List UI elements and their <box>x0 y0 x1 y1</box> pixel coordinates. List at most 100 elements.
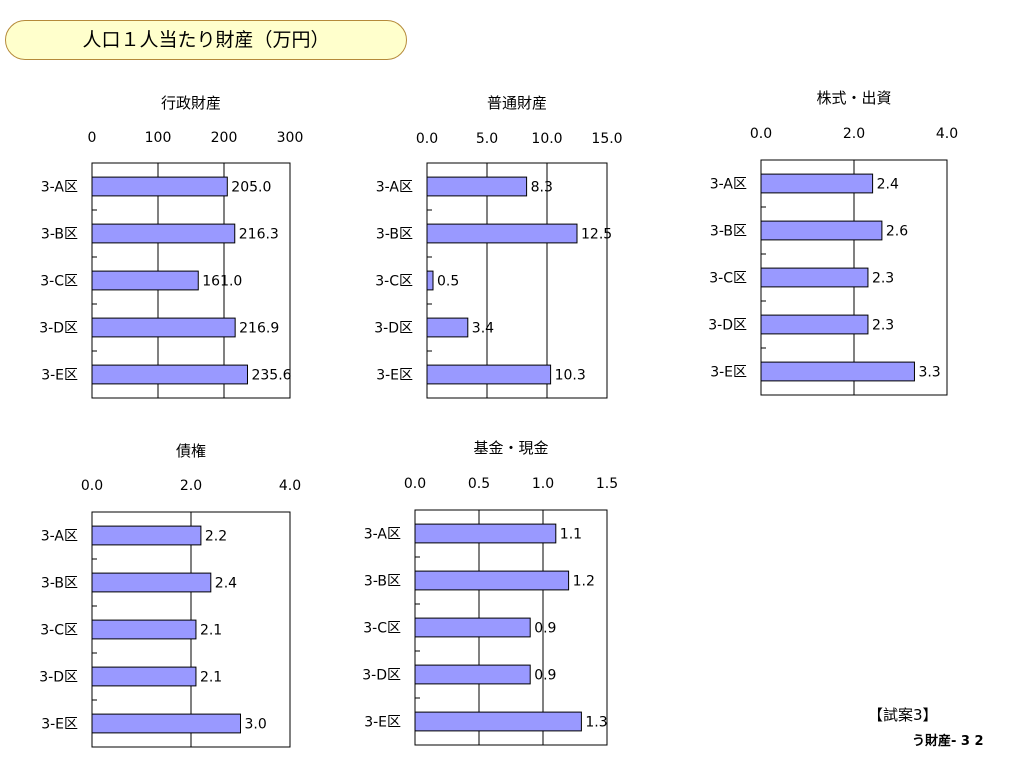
category-label: 3-E区 <box>364 715 401 731</box>
data-label: 2.1 <box>200 670 222 686</box>
data-label: 205.0 <box>231 180 271 196</box>
chart-title: 債権 <box>176 442 206 460</box>
data-label: 2.6 <box>886 224 908 240</box>
bar <box>760 361 915 382</box>
tick-label: 300 <box>277 130 304 146</box>
tick-label: 4.0 <box>936 126 958 142</box>
data-label: 2.1 <box>200 623 222 639</box>
data-label: 216.3 <box>239 227 279 243</box>
category-label: 3-B区 <box>41 576 78 592</box>
tick-label: 10.0 <box>531 131 562 147</box>
category-label: 3-B区 <box>41 227 78 243</box>
bar <box>414 711 582 732</box>
page-title: 人口１人当たり財産（万円） <box>5 20 407 60</box>
bar <box>91 572 212 593</box>
bar <box>760 173 874 194</box>
chart-2: 普通財産 0.0 5.0 10.0 15.0 3-A区 8.3 3-B区 12.5 3-C区 0.5… <box>374 94 623 399</box>
data-label: 2.4 <box>877 177 899 193</box>
chart-3: 株式・出資 0.0 2.0 4.0 3-A区 2.4 3-B区 2.6 3-C区 2.3 3-D区 2… <box>708 89 958 396</box>
category-label: 3-A区 <box>710 177 747 193</box>
category-label: 3-A区 <box>376 180 413 196</box>
bar <box>91 525 202 546</box>
data-label: 10.3 <box>555 368 586 384</box>
tick-label: 2.0 <box>843 126 865 142</box>
data-label: 0.5 <box>437 274 459 290</box>
data-label: 2.3 <box>872 318 894 334</box>
data-label: 3.3 <box>918 365 940 381</box>
bar <box>760 220 883 241</box>
category-label: 3-D区 <box>39 670 78 686</box>
category-label: 3-A区 <box>41 529 78 545</box>
bar <box>414 570 570 591</box>
bar <box>426 317 469 338</box>
category-label: 3-A区 <box>41 180 78 196</box>
category-label: 3-C区 <box>40 274 78 290</box>
category-label: 3-E区 <box>41 368 78 384</box>
data-label: 1.3 <box>585 715 607 731</box>
data-label: 3.4 <box>472 321 494 337</box>
bar <box>414 664 531 685</box>
category-label: 3-C区 <box>375 274 413 290</box>
bar <box>91 713 241 734</box>
category-label: 3-B区 <box>376 227 413 243</box>
category-label: 3-D区 <box>374 321 413 337</box>
data-label: 2.4 <box>215 576 237 592</box>
bar <box>91 364 248 385</box>
bar <box>414 617 531 638</box>
bar <box>414 523 557 544</box>
data-label: 2.3 <box>872 271 894 287</box>
bar <box>426 364 552 385</box>
data-label: 0.9 <box>534 621 556 637</box>
bar <box>91 317 236 338</box>
category-label: 3-B区 <box>364 574 401 590</box>
bar <box>426 223 578 244</box>
data-label: 0.9 <box>534 668 556 684</box>
category-label: 3-C区 <box>40 623 78 639</box>
tick-label: 2.0 <box>180 478 202 494</box>
bar <box>91 223 236 244</box>
category-label: 3-C区 <box>363 621 401 637</box>
category-label: 3-D区 <box>708 318 747 334</box>
bar <box>91 270 199 291</box>
bar <box>91 619 197 640</box>
chart-title: 株式・出資 <box>816 89 891 107</box>
category-label: 3-E区 <box>376 368 413 384</box>
data-label: 216.9 <box>239 321 279 337</box>
data-label: 12.5 <box>581 227 612 243</box>
page-number: う財産- 3 2 <box>912 734 984 749</box>
bar <box>426 176 528 197</box>
tick-label: 0.0 <box>750 126 772 142</box>
chart-5: 基金・現金 0.0 0.5 1.0 1.5 3-A区 1.1 3-B区 1.2 3-C区 0.9 3-… <box>362 439 618 746</box>
bar <box>91 666 197 687</box>
chart-4: 債権 0.0 2.0 4.0 3-A区 2.2 3-B区 2.4 3-C区 2.1 3-D区 2.1 3… <box>39 442 301 748</box>
category-label: 3-D区 <box>39 321 78 337</box>
tick-label: 15.0 <box>591 131 622 147</box>
tick-label: 0.0 <box>416 131 438 147</box>
category-label: 3-E区 <box>710 365 747 381</box>
bar <box>426 270 434 291</box>
tick-label: 200 <box>211 130 238 146</box>
data-label: 2.2 <box>205 529 227 545</box>
tick-label: 0.0 <box>404 476 426 492</box>
tick-label: 1.0 <box>532 476 554 492</box>
category-label: 3-A区 <box>364 527 401 543</box>
category-label: 3-C区 <box>709 271 747 287</box>
tick-label: 0.0 <box>81 478 103 494</box>
bar <box>91 176 228 197</box>
plan-label: 【試案3】 <box>868 706 938 724</box>
tick-label: 4.0 <box>279 478 301 494</box>
chart-title: 普通財産 <box>487 94 547 112</box>
category-label: 3-B区 <box>710 224 747 240</box>
tick-label: 1.5 <box>596 476 618 492</box>
tick-label: 100 <box>145 130 172 146</box>
chart-1: 行政財産 0 100 200 300 3-A区 205.0 3-B区 216.3 3-C区 161.… <box>39 94 304 399</box>
chart-title: 基金・現金 <box>473 439 548 457</box>
data-label: 1.2 <box>573 574 595 590</box>
bar <box>760 314 869 335</box>
data-label: 8.3 <box>531 180 553 196</box>
bar <box>760 267 869 288</box>
data-label: 235.6 <box>251 368 291 384</box>
tick-label: 0.5 <box>468 476 490 492</box>
